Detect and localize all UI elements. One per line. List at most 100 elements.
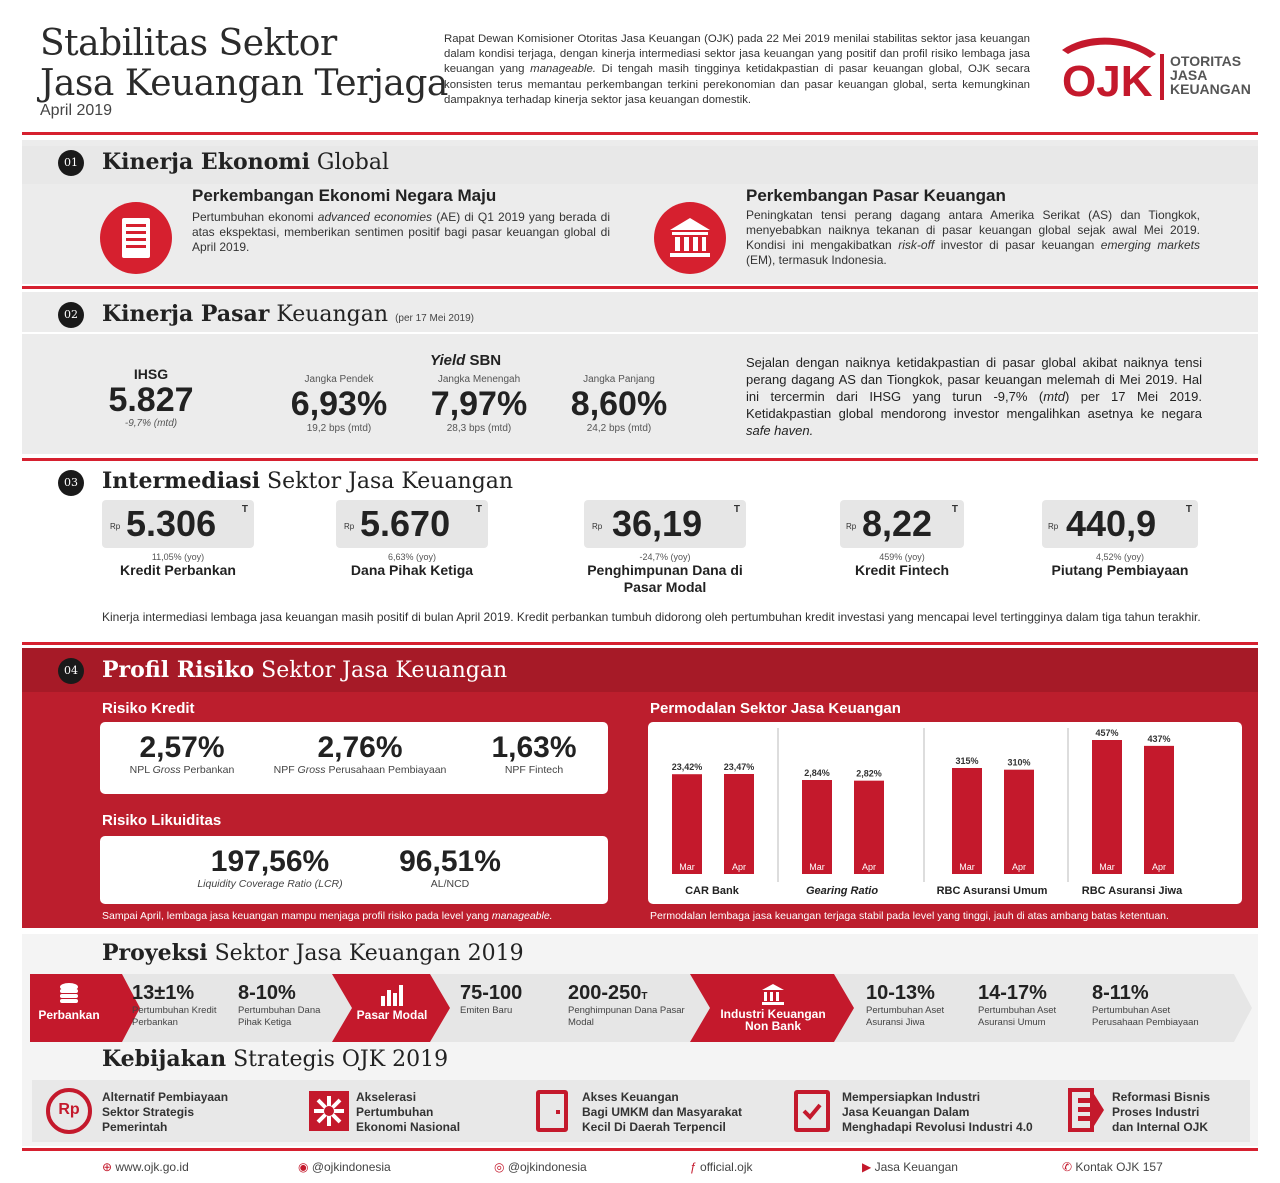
- kredit-perbankan-item: Rp 5.306 T 11,05% (yoy) Kredit Perbankan: [102, 500, 254, 578]
- door-icon: [536, 1090, 568, 1132]
- category-label: Apr: [732, 862, 746, 872]
- category-label: Mar: [1099, 862, 1115, 872]
- yield-medium-value: 7,97%: [430, 385, 528, 423]
- chart-title: CAR Bank: [685, 885, 740, 897]
- yield-short-change: 19,2 bps (mtd): [306, 423, 372, 434]
- yield-medium-label: Jangka Menengah: [437, 374, 521, 385]
- market-text: Sejalan dengan naiknya ketidakpastian di…: [746, 355, 1202, 438]
- section-number: 02: [58, 302, 84, 328]
- section-kinerja-ekonomi: 01 Kinerja Ekonomi Global Perkembangan E…: [22, 140, 1258, 284]
- data-label: 2,84%: [804, 768, 830, 778]
- footer-facebook[interactable]: ƒ official.ojk: [690, 1160, 753, 1174]
- facebook-icon: ƒ: [690, 1160, 701, 1174]
- divider-rule: [22, 642, 1258, 645]
- advanced-economies-title: Perkembangan Ekonomi Negara Maju: [192, 186, 497, 205]
- kredit-perbankan-label: Kredit Perbankan: [120, 562, 236, 578]
- pasar-modal-change: -24,7% (yoy): [639, 552, 691, 562]
- twitter-icon: ◉: [298, 1160, 312, 1174]
- burst-icon: [308, 1090, 350, 1132]
- data-label: 310%: [1007, 758, 1030, 768]
- permodalan-title: Permodalan Sektor Jasa Keuangan: [650, 700, 901, 717]
- intro-text: Rapat Dewan Komisioner Otoritas Jasa Keu…: [444, 33, 1030, 106]
- iknb-segment: Industri Keuangan Non Bank: [708, 982, 838, 1032]
- footer-website[interactable]: ⊕ www.ojk.go.id: [102, 1160, 189, 1174]
- section-proyeksi: Proyeksi Sektor Jasa Keuangan 2019 Perba…: [22, 934, 1258, 1046]
- ojk-logo: OJK OTORITAS JASA KEUANGAN: [1058, 32, 1258, 106]
- npl-perbankan: 2,57% NPL Gross Perbankan: [129, 731, 235, 777]
- dpk-value: 5.670: [360, 503, 451, 544]
- ojk-logo-mark: OJK: [1062, 37, 1156, 106]
- kebijakan-item-3: Akses Keuangan Bagi UMKM dan Masyarakat Ke…: [582, 1090, 743, 1134]
- section-title: Intermediasi Sektor Jasa Keuangan: [102, 468, 514, 494]
- bar-mar: [952, 768, 982, 874]
- risiko-kredit-card: 2,57% NPL Gross Perbankan 2,76% NPF Gros…: [100, 722, 608, 794]
- footer-phone[interactable]: ✆ Kontak OJK 157: [1062, 1160, 1163, 1174]
- financial-markets-title: Perkembangan Pasar Keuangan: [746, 186, 1006, 205]
- data-label: 437%: [1147, 734, 1170, 744]
- pasar-modal-value: 36,19: [612, 503, 703, 544]
- permodalan-chart-card: 23,42% Mar 23,47% Apr CAR Bank 2,84% Mar 2,82% A…: [648, 722, 1242, 904]
- footer-youtube[interactable]: ▶ Jasa Keuangan: [862, 1160, 958, 1174]
- piutang-value: 440,9: [1066, 503, 1157, 544]
- kebijakan-item-5: Reformasi Bisnis Proses Industri dan Inter…: [1112, 1090, 1211, 1134]
- risiko-kredit-title: Risiko Kredit: [102, 700, 195, 717]
- checkbox-icon: [794, 1090, 830, 1132]
- proyeksi-emiten: 75-100 Emiten Baru: [460, 982, 523, 1016]
- kebijakan-item-1: Alternatif Pembiayaan Sektor Strategis Pem…: [102, 1090, 229, 1134]
- bar-apr: [854, 780, 884, 874]
- dpk-label: Dana Pihak Ketiga: [350, 562, 474, 578]
- section-title: Kinerja Ekonomi Global: [102, 149, 390, 175]
- category-label: Apr: [1152, 862, 1166, 872]
- data-label: 23,42%: [672, 762, 703, 772]
- proyeksi-arrow-band: [30, 974, 1252, 1042]
- npf-perusahaan-pembiayaan: 2,76% NPF Gross Perusahaan Pembiayaan: [273, 731, 447, 777]
- section-intermediasi: 03 Intermediasi Sektor Jasa Keuangan Rp …: [22, 464, 1258, 640]
- category-label: Apr: [862, 862, 876, 872]
- bar-apr: [1004, 769, 1034, 874]
- kredit-fintech-item: Rp 8,22 T 459% (yoy) Kredit Fintech: [840, 500, 964, 578]
- report-date: April 2019: [40, 102, 113, 119]
- kredit-perbankan-value: 5.306: [126, 503, 217, 544]
- risiko-note: Sampai April, lembaga jasa keuangan mamp…: [102, 910, 553, 922]
- pasar-modal-item: Rp 36,19 T -24,7% (yoy) Penghimpunan Dan…: [584, 500, 746, 596]
- chart-title: Gearing Ratio: [806, 885, 878, 897]
- kebijakan-band: [32, 1080, 1250, 1142]
- bar-chart-icon: [352, 982, 432, 1008]
- section-kebijakan: Kebijakan Strategis OJK 2019 Rp Alternat…: [22, 1046, 1258, 1146]
- divider-rule: [22, 286, 1258, 289]
- yield-medium-change: 28,3 bps (mtd): [446, 423, 512, 434]
- rp-icon: Rp: [46, 1088, 92, 1134]
- proyeksi-asuransi-umum: 14-17% Pertumbuhan Aset Asuransi Umum: [978, 982, 1057, 1028]
- section-kinerja-pasar: 02 Kinerja Pasar Keuangan (per 17 Mei 20…: [22, 292, 1258, 454]
- section-title: Proyeksi Sektor Jasa Keuangan 2019: [102, 940, 524, 966]
- yield-short-label: Jangka Pendek: [304, 374, 374, 385]
- category-label: Apr: [1012, 862, 1026, 872]
- section-header-band: [22, 146, 1258, 184]
- footer-instagram[interactable]: ◎ @ojkindonesia: [494, 1160, 587, 1174]
- kredit-fintech-change: 459% (yoy): [879, 552, 925, 562]
- proyeksi-penghimpunan: 200-250T Penghimpunan Dana Pasar Modal: [568, 982, 685, 1028]
- ihsg-block: IHSG 5.827 -9,7% (mtd): [96, 366, 206, 429]
- yield-sbn-label: Yield SBN: [430, 352, 502, 369]
- chart-title: RBC Asuransi Jiwa: [1082, 885, 1183, 897]
- title-line-1: Stabilitas Sektor: [40, 23, 337, 64]
- risiko-likuiditas-title: Risiko Likuiditas: [102, 812, 222, 829]
- yield-long-label: Jangka Panjang: [583, 374, 655, 385]
- section-header-band: [22, 648, 1258, 692]
- bar-apr: [724, 774, 754, 874]
- footer-twitter[interactable]: ◉ @ojkindonesia: [298, 1160, 391, 1174]
- chart-title: RBC Asuransi Umum: [937, 885, 1048, 897]
- yield-short-value: 6,93%: [290, 385, 388, 423]
- yield-long: Jangka Panjang 8,60% 24,2 bps (mtd): [556, 374, 682, 434]
- piutang-label: Piutang Pembiayaan: [1051, 562, 1189, 578]
- bank-building-icon: [654, 202, 726, 274]
- bar-mar: [802, 780, 832, 874]
- risiko-likuiditas-card: 197,56% Liquidity Coverage Ratio (LCR) 9…: [100, 836, 608, 904]
- youtube-icon: ▶: [862, 1160, 875, 1174]
- financial-markets-text: Peningkatan tensi perang dagang antara A…: [746, 208, 1200, 267]
- building-icon: [100, 202, 172, 274]
- yield-long-value: 8,60%: [570, 385, 668, 423]
- ihsg-value: 5.827: [108, 381, 194, 419]
- instagram-icon: ◎: [494, 1160, 508, 1174]
- pasar-modal-segment: Pasar Modal: [352, 982, 432, 1022]
